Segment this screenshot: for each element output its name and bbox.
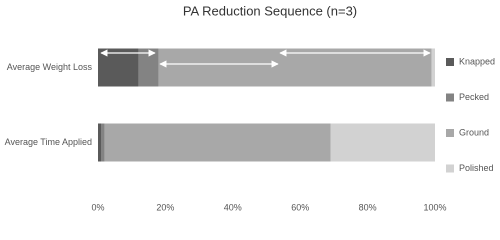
legend-label: Ground	[459, 127, 489, 137]
bar-segment	[330, 123, 435, 162]
legend-swatch	[446, 164, 454, 173]
y-tick-label: Average Weight Loss	[7, 62, 93, 72]
x-tick-label: 40%	[224, 202, 242, 212]
chart-title: PA Reduction Sequence (n=3)	[183, 3, 357, 18]
y-tick-label: Average Time Applied	[5, 137, 92, 147]
legend-swatch	[446, 93, 454, 102]
legend-label: Pecked	[459, 92, 489, 102]
bar-segment	[98, 123, 102, 162]
plot	[98, 48, 435, 162]
x-tick-label: 60%	[291, 202, 309, 212]
x-tick-label: 0%	[91, 202, 104, 212]
annotation-arrows	[100, 49, 431, 68]
chart: PA Reduction Sequence (n=3) 0% 20% 40% 60% 8…	[5, 3, 495, 212]
bar-segment	[104, 123, 331, 162]
bar-segment	[138, 48, 159, 87]
legend-swatch	[446, 129, 454, 137]
bar-segment	[98, 48, 139, 87]
x-tick-label: 80%	[359, 202, 377, 212]
bar-segment	[431, 48, 435, 87]
bar-segment	[158, 48, 432, 87]
legend-swatch	[446, 58, 454, 66]
x-tick-label: 100%	[423, 202, 446, 212]
bar-segment	[101, 123, 105, 162]
x-tick-label: 20%	[156, 202, 174, 212]
legend-label: Knapped	[459, 56, 495, 66]
legend-label: Polished	[459, 163, 494, 173]
